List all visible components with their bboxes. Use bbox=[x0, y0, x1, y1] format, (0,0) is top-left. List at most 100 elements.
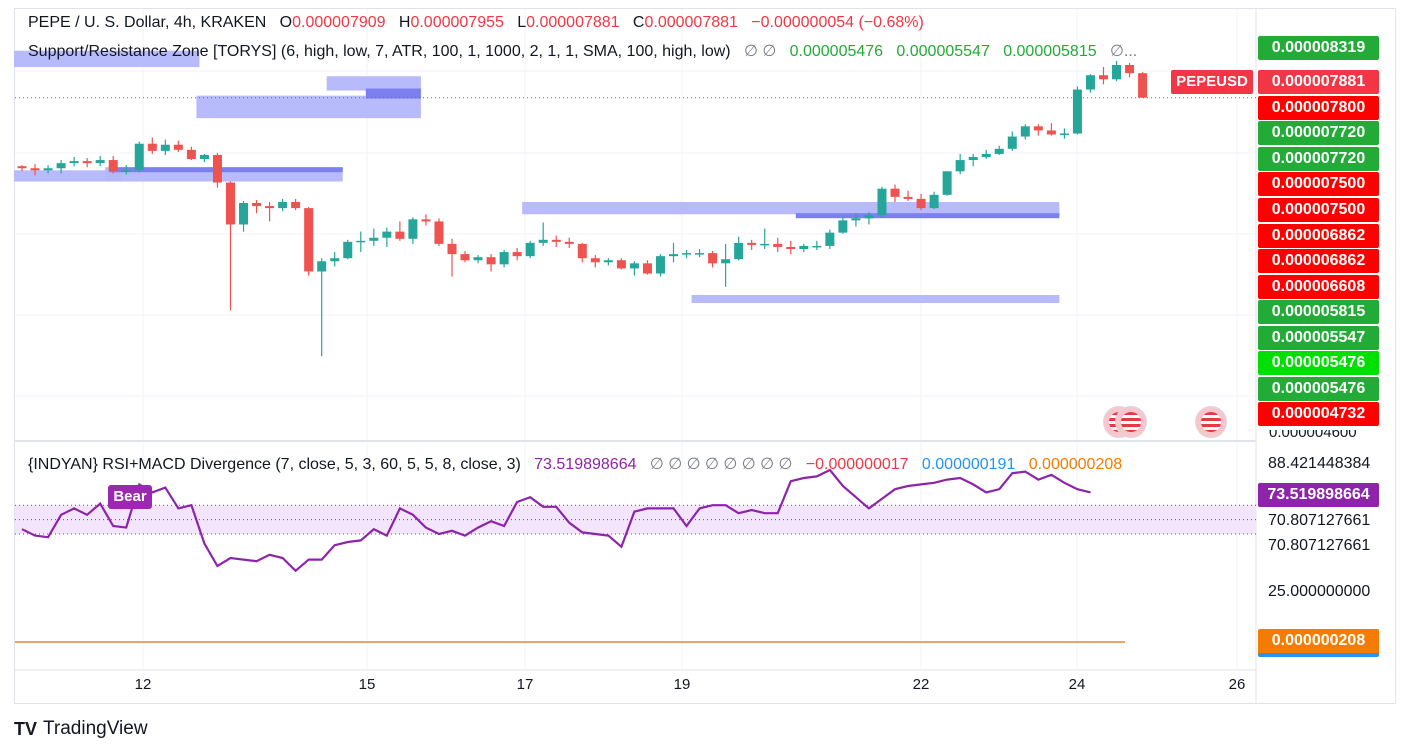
price-label: 0.000007720 bbox=[1258, 121, 1379, 145]
candle-body bbox=[890, 188, 900, 197]
rsi-indicator-name: {INDYAN} RSI+MACD Divergence (7, close, … bbox=[28, 456, 521, 473]
candle-body bbox=[56, 163, 66, 169]
price-label: 0.000007720 bbox=[1258, 147, 1379, 171]
price-label: 0.000005476 bbox=[1258, 351, 1379, 375]
price-label: 0.000007800 bbox=[1258, 96, 1379, 120]
open-value: 0.000007909 bbox=[292, 14, 386, 31]
candle-body bbox=[564, 241, 574, 244]
low-label: L bbox=[517, 14, 527, 31]
rsi-level-1: 70.807127661 bbox=[1268, 512, 1371, 529]
candle-body bbox=[981, 153, 991, 157]
price-label: 0.000007500 bbox=[1258, 198, 1379, 222]
candle-body bbox=[82, 161, 92, 164]
rsi-value: 73.519898664 bbox=[534, 456, 637, 473]
candle-body bbox=[838, 220, 848, 233]
event-flag-icon[interactable] bbox=[1195, 406, 1227, 438]
event-flag-icon[interactable] bbox=[1115, 406, 1147, 438]
sr-zone-line bbox=[109, 167, 343, 173]
tradingview-logo-icon: TV bbox=[14, 718, 38, 739]
candle-body bbox=[30, 168, 40, 171]
candle-body bbox=[551, 239, 561, 242]
sr-zone bbox=[522, 201, 1060, 215]
candle-body bbox=[721, 259, 731, 264]
sr-indicator-legend[interactable]: Support/Resistance Zone [TORYS] (6, high… bbox=[28, 41, 1137, 61]
candle-body bbox=[968, 157, 978, 161]
candle-body bbox=[434, 221, 444, 244]
candle-body bbox=[1046, 130, 1056, 135]
candle-body bbox=[942, 171, 952, 195]
candle-body bbox=[212, 154, 222, 183]
candle-body bbox=[369, 237, 379, 241]
candle-body bbox=[473, 257, 483, 261]
sr-zone bbox=[14, 170, 122, 182]
candle-body bbox=[343, 241, 353, 259]
candle-body bbox=[173, 144, 183, 150]
candle-body bbox=[994, 148, 1004, 154]
price-label: 0.000005815 bbox=[1258, 300, 1379, 324]
candle-body bbox=[708, 253, 718, 264]
candle-body bbox=[760, 243, 770, 246]
candle-body bbox=[655, 256, 665, 274]
candle-body bbox=[395, 231, 405, 239]
close-label: C bbox=[632, 14, 645, 31]
candle-body bbox=[134, 143, 144, 171]
x-axis-tick: 12 bbox=[135, 676, 152, 693]
candle-body bbox=[799, 245, 809, 249]
sr-indicator-name: Support/Resistance Zone [TORYS] (6, high… bbox=[28, 43, 731, 60]
candle-body bbox=[43, 168, 53, 171]
candle-body bbox=[669, 254, 678, 257]
sr-more: ∅... bbox=[1109, 43, 1138, 60]
candle-body bbox=[252, 203, 262, 207]
macd-value: −0.000000017 bbox=[805, 456, 909, 473]
rsi-current-label: 73.519898664 bbox=[1258, 483, 1379, 507]
price-label: 0.000004732 bbox=[1258, 402, 1379, 426]
bear-divergence-tag: Bear bbox=[108, 485, 152, 509]
candle-body bbox=[577, 243, 587, 259]
candle-body bbox=[447, 243, 457, 255]
candle-body bbox=[1020, 126, 1030, 137]
candle-body bbox=[1098, 75, 1108, 80]
hist-value: 0.000000208 bbox=[1028, 456, 1123, 473]
candle-body bbox=[929, 194, 939, 209]
candle-body bbox=[239, 203, 249, 225]
symbol-legend[interactable]: PEPE / U. S. Dollar, 4h, KRAKEN O0.00000… bbox=[28, 14, 924, 32]
rsi-indicator-legend[interactable]: {INDYAN} RSI+MACD Divergence (7, close, … bbox=[28, 454, 1122, 474]
change-value: −0.000000054 (−0.68%) bbox=[751, 14, 924, 31]
candle-body bbox=[773, 243, 783, 247]
tradingview-logo[interactable]: TV TradingView bbox=[14, 718, 148, 740]
close-value: 0.000007881 bbox=[644, 14, 738, 31]
sr-zone-line bbox=[795, 213, 1060, 219]
candle-body bbox=[1059, 133, 1069, 135]
sr-value-2: 0.000005547 bbox=[896, 43, 990, 60]
candle-body bbox=[95, 160, 105, 164]
x-axis-tick: 26 bbox=[1229, 676, 1246, 693]
candle-body bbox=[590, 258, 600, 263]
candle-body bbox=[291, 201, 301, 209]
candle-body bbox=[108, 160, 118, 172]
price-label: 0.000006862 bbox=[1258, 249, 1379, 273]
candle-body bbox=[629, 263, 639, 269]
candle-body bbox=[317, 261, 327, 272]
candle-body bbox=[603, 260, 613, 263]
candle-body bbox=[525, 242, 535, 257]
candle-body bbox=[1112, 65, 1122, 80]
x-axis-tick: 15 bbox=[359, 676, 376, 693]
candle-body bbox=[955, 160, 965, 172]
candle-body bbox=[864, 215, 874, 219]
candle-body bbox=[1007, 136, 1017, 149]
candle-body bbox=[278, 201, 288, 209]
candle-body bbox=[186, 149, 196, 160]
sr-zone bbox=[14, 50, 200, 68]
price-label: 0.000005476 bbox=[1258, 377, 1379, 401]
hist-current-label: 0.000000208 bbox=[1258, 629, 1379, 657]
sr-zone bbox=[691, 295, 1060, 303]
price-label: 0.000007500 bbox=[1258, 172, 1379, 196]
candle-body bbox=[825, 232, 835, 246]
candle-body bbox=[147, 143, 157, 151]
candle-body bbox=[786, 246, 796, 249]
low-value: 0.000007881 bbox=[526, 14, 620, 31]
rsi-scale-cut: 88.421448384 bbox=[1268, 455, 1371, 472]
rsi-line bbox=[21, 468, 1091, 573]
candle-body bbox=[812, 245, 822, 248]
